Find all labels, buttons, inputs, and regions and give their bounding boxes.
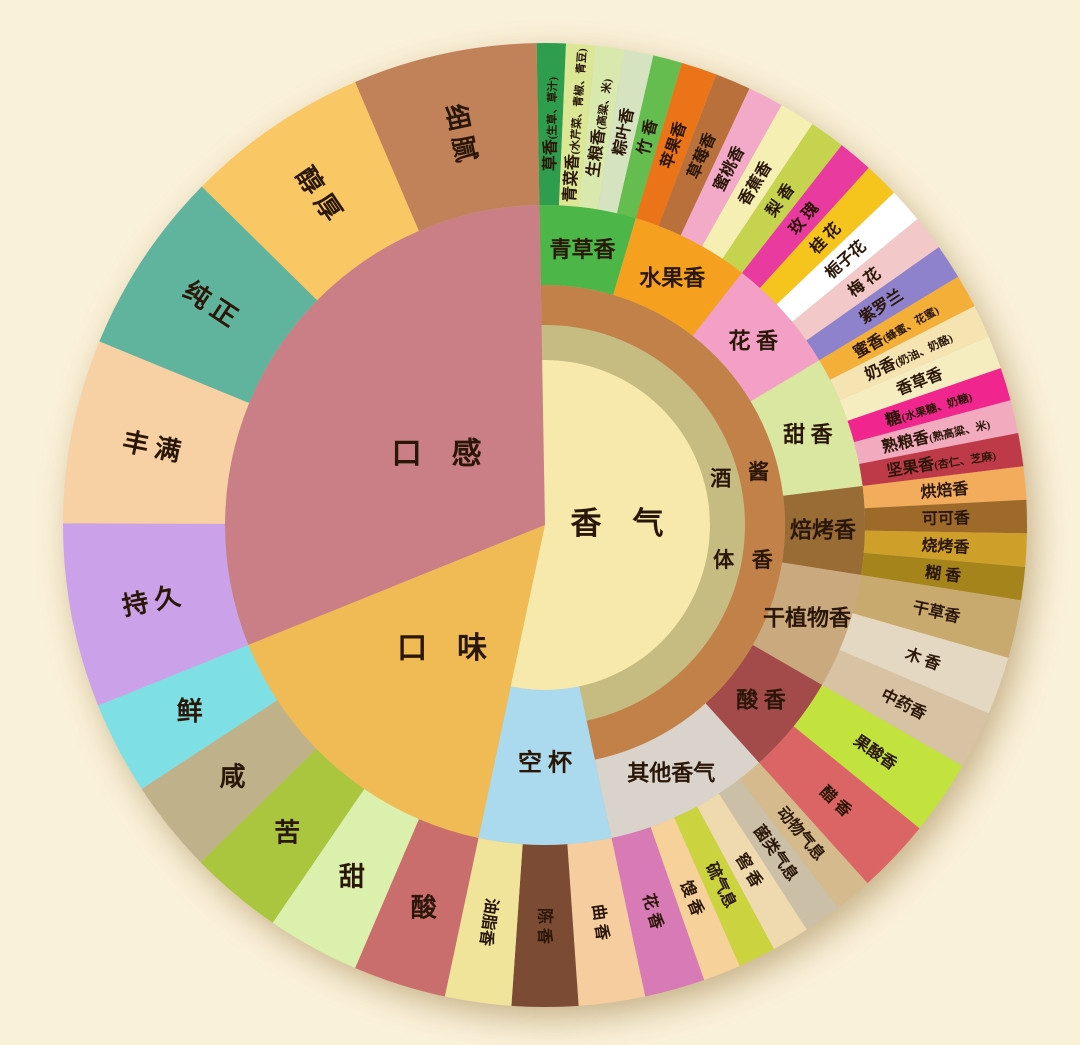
segment-tianxiang-2 [839,336,1001,421]
segment-beikao-3 [861,552,1026,601]
segment-shuiguo-3 [702,105,813,259]
segment-qingcao-0-label: 草香(生草、草汁) [541,76,560,171]
sector-kouwei [248,525,546,839]
sector-qingcao-label: 青草香 [549,237,615,262]
segment-kongbei-0 [567,838,646,1006]
segment-kougan-0 [63,523,249,706]
segment-beikao-0 [862,466,1027,509]
sector-beikao-label: 焙烤香 [790,518,856,543]
segment-ganzhiwu-0 [852,575,1022,658]
segment-shuiguo-0 [635,62,717,226]
segment-kouwei-2 [200,748,365,923]
segment-qita-1 [718,779,839,930]
segment-beikao-3-label: 糊 香 [924,562,963,585]
sector-kongbei-label: 空 杯 [518,748,572,776]
sector-tianxiang-label: 甜 香 [783,422,833,447]
sector-suanxiang-label: 酸 香 [736,688,786,713]
sector-tianxiang [750,360,863,496]
segment-kouwei-2-label: 苦 [274,818,300,847]
segment-tianxiang-5 [859,433,1024,487]
segment-tianxiang-1 [830,306,989,400]
sector-qita [594,703,760,839]
segment-kouwei-4 [98,644,278,789]
segment-shuiguo-1 [658,74,750,236]
segment-kongbei-2 [444,838,523,1006]
sector-qita-label: 其他香气 [627,760,715,785]
sector-kongbei [478,686,612,845]
sector-shuiguo-label: 水果香 [639,266,705,291]
segment-beikao-2-label: 烧烤香 [921,535,971,557]
ring-jiangxiang-char-0: 酱 [748,460,769,484]
segment-qita-0 [739,762,868,908]
segment-ganzhiwu-2 [822,650,989,766]
segment-kouwei-4-label: 鲜 [177,697,203,726]
sector-suanxiang [705,645,823,763]
segment-kongbei-0-label: 曲 香 [589,903,612,942]
sector-ganzhiwu [752,562,862,685]
segment-kouwei-0-label: 酸 [411,893,438,922]
segment-tianxiang-4 [854,400,1019,464]
sector-huaxiang [692,272,820,402]
sector-ganzhiwu-label: 干植物香 [763,605,851,630]
sector-qingcao [539,205,636,295]
segment-kouwei-1-label: 甜 [339,862,365,891]
segment-qingcao-1 [558,43,596,207]
sector-huaxiang-label: 花 香 [728,328,778,353]
ring-jiuti [541,325,745,721]
ring-jiuti-char-1: 体 [713,548,735,572]
segment-beikao-0-label: 烘焙香 [920,479,970,502]
sector-kougan [225,205,546,645]
ring-jiangxiang [540,285,786,760]
segment-shuiguo-4 [722,123,842,273]
segment-kongbei-1-label: 陈 香 [535,908,554,945]
segment-kougan-1 [63,341,250,524]
segment-tianxiang-0 [819,276,975,380]
segment-huaxiang-2 [776,192,918,322]
segment-qita-3 [674,806,774,966]
segment-qita-4 [650,817,740,980]
segment-suanxiang-1 [759,726,920,884]
segment-kouwei-0 [355,819,479,997]
sector-kougan-label: 口 感 [392,438,482,471]
ring-jiangxiang-char-1: 香 [752,548,774,572]
segment-huaxiang-0 [742,145,869,288]
segment-shuiguo-2 [680,88,782,247]
segment-huaxiang-1 [759,167,895,305]
segment-ganzhiwu-1 [839,613,1009,714]
segment-kongbei-1 [511,844,579,1007]
segment-qingcao-2 [578,45,625,210]
segment-qita-2 [697,793,807,950]
segment-tianxiang-3 [847,368,1011,443]
segment-kougan-3 [201,81,419,301]
ring-jiuti-char-0: 酒 [710,466,731,490]
segment-qita-5 [611,827,705,997]
segment-huaxiang-3 [792,219,939,341]
segment-kougan-2 [99,186,318,404]
segment-beikao-1 [864,499,1027,534]
segment-beikao-1-label: 可可香 [922,509,971,528]
segment-qingcao-4 [616,55,682,219]
segment-qingcao-3 [597,49,654,214]
center-label: 香 气 [571,506,664,541]
sector-kouwei-label: 口 味 [397,632,487,665]
segment-kouwei-3 [141,700,317,863]
segment-beikao-2 [863,530,1027,568]
sector-beikao [782,486,865,576]
sector-shuiguo [613,218,743,336]
segment-qingcao-0 [536,42,567,206]
segment-huaxiang-4 [806,247,959,361]
segment-kouwei-1 [272,789,419,969]
segment-kougan-4 [355,43,540,231]
segment-kouwei-3-label: 咸 [219,762,245,791]
segment-suanxiang-0 [793,685,963,829]
